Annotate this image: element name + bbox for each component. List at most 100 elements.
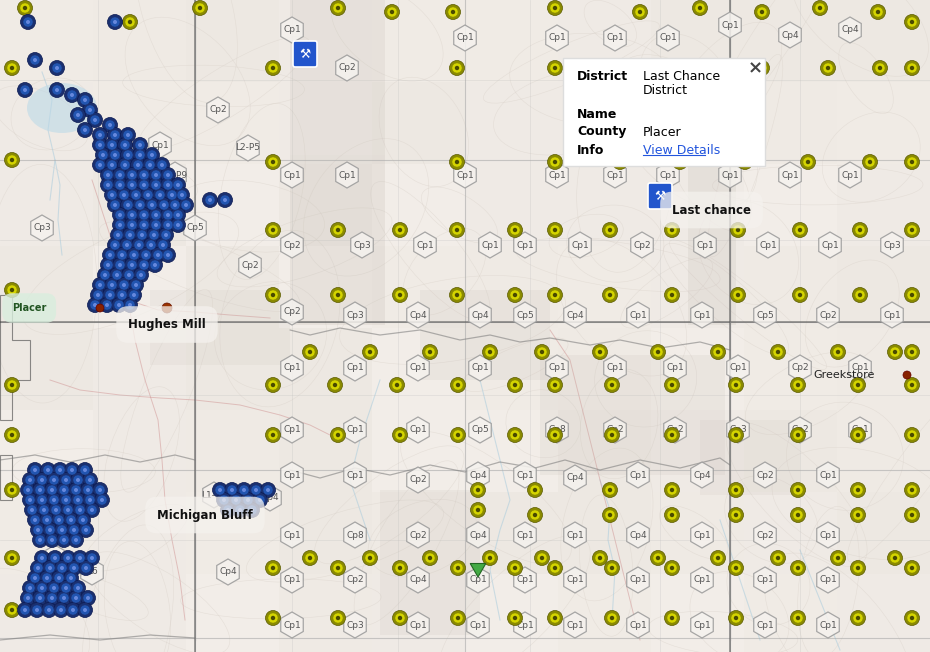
- Circle shape: [398, 228, 402, 232]
- Circle shape: [548, 561, 563, 576]
- Circle shape: [605, 63, 615, 73]
- Polygon shape: [513, 567, 537, 593]
- Polygon shape: [237, 135, 259, 161]
- Polygon shape: [513, 302, 537, 328]
- Circle shape: [796, 615, 800, 620]
- Text: Cp1: Cp1: [416, 241, 434, 250]
- Circle shape: [173, 203, 177, 207]
- Circle shape: [64, 478, 68, 482]
- Bar: [420, 290, 550, 380]
- Circle shape: [384, 5, 400, 20]
- Circle shape: [110, 143, 114, 147]
- Polygon shape: [336, 162, 358, 188]
- Text: Cp1: Cp1: [693, 310, 711, 319]
- Circle shape: [45, 563, 55, 573]
- Circle shape: [33, 563, 43, 573]
- Circle shape: [71, 593, 81, 603]
- Circle shape: [113, 168, 127, 183]
- Circle shape: [603, 288, 618, 303]
- Circle shape: [125, 207, 140, 222]
- Circle shape: [713, 553, 723, 563]
- Circle shape: [7, 485, 17, 495]
- Circle shape: [90, 300, 100, 310]
- Bar: [186, 328, 279, 410]
- Circle shape: [127, 220, 137, 230]
- Circle shape: [78, 522, 94, 537]
- Circle shape: [78, 556, 82, 560]
- Circle shape: [853, 430, 863, 440]
- Bar: [744, 492, 837, 574]
- Circle shape: [770, 344, 786, 359]
- Text: Cp4: Cp4: [566, 310, 584, 319]
- Bar: [651, 328, 744, 410]
- Circle shape: [670, 488, 674, 492]
- Circle shape: [653, 347, 663, 357]
- Text: Cp3: Cp3: [346, 310, 364, 319]
- Polygon shape: [657, 162, 679, 188]
- Text: Hughes Mill: Hughes Mill: [128, 318, 206, 331]
- Circle shape: [113, 177, 127, 192]
- Circle shape: [907, 563, 917, 573]
- Circle shape: [153, 250, 163, 260]
- Circle shape: [910, 293, 914, 297]
- Circle shape: [47, 485, 57, 495]
- Circle shape: [118, 173, 122, 177]
- Circle shape: [907, 157, 917, 167]
- Circle shape: [93, 290, 103, 300]
- Text: Name: Name: [577, 108, 618, 121]
- Circle shape: [57, 518, 61, 522]
- Circle shape: [539, 556, 544, 560]
- Circle shape: [862, 155, 878, 170]
- Bar: [0, 328, 93, 410]
- Circle shape: [45, 576, 49, 580]
- Circle shape: [139, 210, 149, 220]
- Polygon shape: [281, 232, 303, 258]
- Circle shape: [69, 576, 73, 580]
- Circle shape: [88, 478, 92, 482]
- Text: Cp1: Cp1: [283, 25, 301, 35]
- Circle shape: [54, 515, 64, 525]
- Circle shape: [910, 383, 914, 387]
- Circle shape: [428, 350, 432, 354]
- Circle shape: [910, 350, 914, 354]
- Circle shape: [139, 220, 149, 230]
- Circle shape: [113, 207, 127, 222]
- Bar: [744, 410, 837, 492]
- Text: L4: L4: [73, 488, 84, 497]
- Text: Cp1: Cp1: [283, 171, 301, 179]
- Text: L1-P9: L1-P9: [163, 171, 188, 179]
- Text: Cp4: Cp4: [470, 471, 486, 479]
- Circle shape: [473, 485, 483, 495]
- Circle shape: [670, 228, 674, 232]
- Text: Cp4: Cp4: [409, 576, 427, 584]
- Polygon shape: [726, 355, 750, 381]
- Polygon shape: [149, 132, 171, 158]
- Circle shape: [638, 10, 643, 14]
- Circle shape: [330, 428, 346, 443]
- Circle shape: [76, 498, 80, 502]
- Circle shape: [610, 433, 614, 437]
- Circle shape: [728, 561, 743, 576]
- Circle shape: [104, 278, 119, 293]
- Text: Cp3: Cp3: [884, 241, 901, 250]
- Polygon shape: [67, 479, 89, 505]
- Circle shape: [10, 556, 14, 560]
- Bar: [93, 0, 186, 82]
- Polygon shape: [281, 567, 303, 593]
- Bar: [558, 82, 651, 164]
- Circle shape: [605, 290, 615, 300]
- Circle shape: [55, 88, 59, 92]
- Circle shape: [153, 263, 157, 267]
- Text: Cp1: Cp1: [472, 364, 489, 372]
- Polygon shape: [414, 232, 436, 258]
- Text: Cp1: Cp1: [566, 576, 584, 584]
- Bar: [372, 82, 465, 164]
- Circle shape: [36, 503, 51, 518]
- Circle shape: [390, 10, 394, 14]
- Text: Cp2: Cp2: [146, 224, 164, 233]
- Circle shape: [122, 283, 126, 287]
- Circle shape: [176, 223, 180, 227]
- Circle shape: [773, 347, 783, 357]
- Text: Cp2: Cp2: [791, 364, 809, 372]
- Circle shape: [870, 5, 885, 20]
